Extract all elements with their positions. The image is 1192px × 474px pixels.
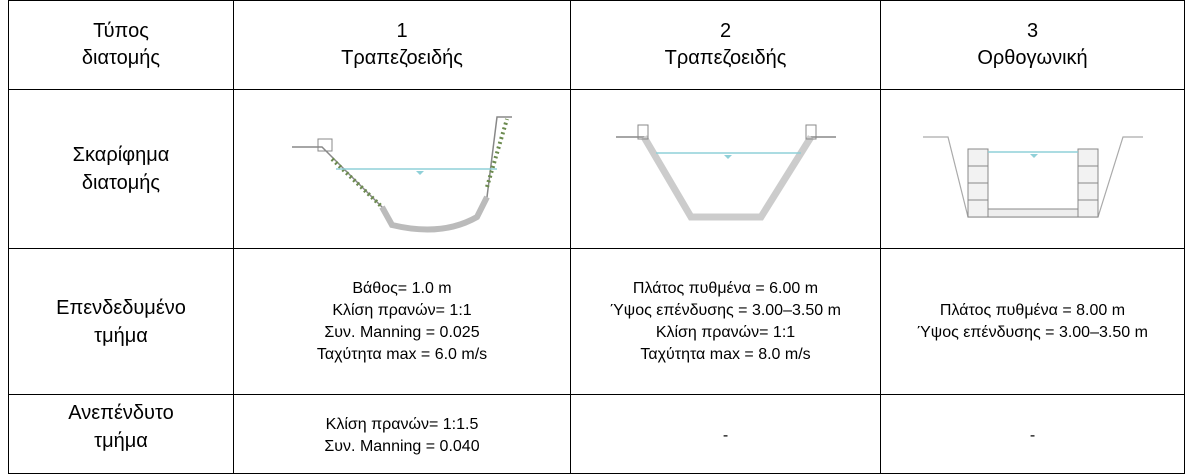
sketch-cell [571, 90, 881, 249]
cell-text: τμήμα [15, 322, 227, 350]
sketch-cell [234, 90, 571, 249]
page: {"table": { "header": [["Τύπος", "διατομ… [0, 0, 1192, 466]
cell-text: Τύπος [15, 18, 227, 45]
cell-text: Κλίση πρανών= 1:1 [577, 322, 874, 344]
cell-text: διατομής [15, 45, 227, 72]
cell-text: - [577, 425, 874, 447]
cell-text: Ύψος επένδυσης = 3.00–3.50 m [577, 300, 874, 322]
sketch-trapezoid [616, 97, 836, 237]
cell-text: Σκαρίφημα [15, 141, 227, 169]
cell-text: Επενδεδυμένο [15, 294, 227, 322]
cell: - [881, 395, 1185, 474]
cell-text: Κλίση πρανών= 1:1 [240, 300, 564, 322]
cell-text: Ταχύτητα max = 8.0 m/s [577, 344, 874, 366]
cell-text: Ορθογωνική [887, 45, 1178, 72]
cell-text: Κλίση πρανών= 1:1.5 [240, 414, 564, 436]
sketch-rectangular [923, 97, 1143, 237]
cell-text: Ύψος επένδυσης = 3.00–3.50 m [887, 322, 1178, 344]
cell-text: Ανεπένδυτο [15, 399, 227, 427]
cell: - [571, 395, 881, 474]
cell-text: Βάθος= 1.0 m [240, 278, 564, 300]
cell-text: 1 [240, 18, 564, 45]
cell-text: Συν. Manning = 0.040 [240, 436, 564, 458]
sketch-cell [881, 90, 1185, 249]
cell-text: Τραπεζοειδής [240, 45, 564, 72]
cell-text: 3 [887, 18, 1178, 45]
sketch-trapezoid-vegetated [292, 97, 512, 237]
cell-text: 2 [577, 18, 874, 45]
cell-text: διατομής [15, 169, 227, 197]
cell-text: - [887, 425, 1178, 447]
cell-text: Ταχύτητα max = 6.0 m/s [240, 344, 564, 366]
cell-text: τμήμα [15, 427, 227, 455]
cell-text: Τραπεζοειδής [577, 45, 874, 72]
cell-text: Συν. Manning = 0.025 [240, 322, 564, 344]
cell-text: Πλάτος πυθμένα = 6.00 m [577, 278, 874, 300]
cell-text: Πλάτος πυθμένα = 8.00 m [887, 300, 1178, 322]
